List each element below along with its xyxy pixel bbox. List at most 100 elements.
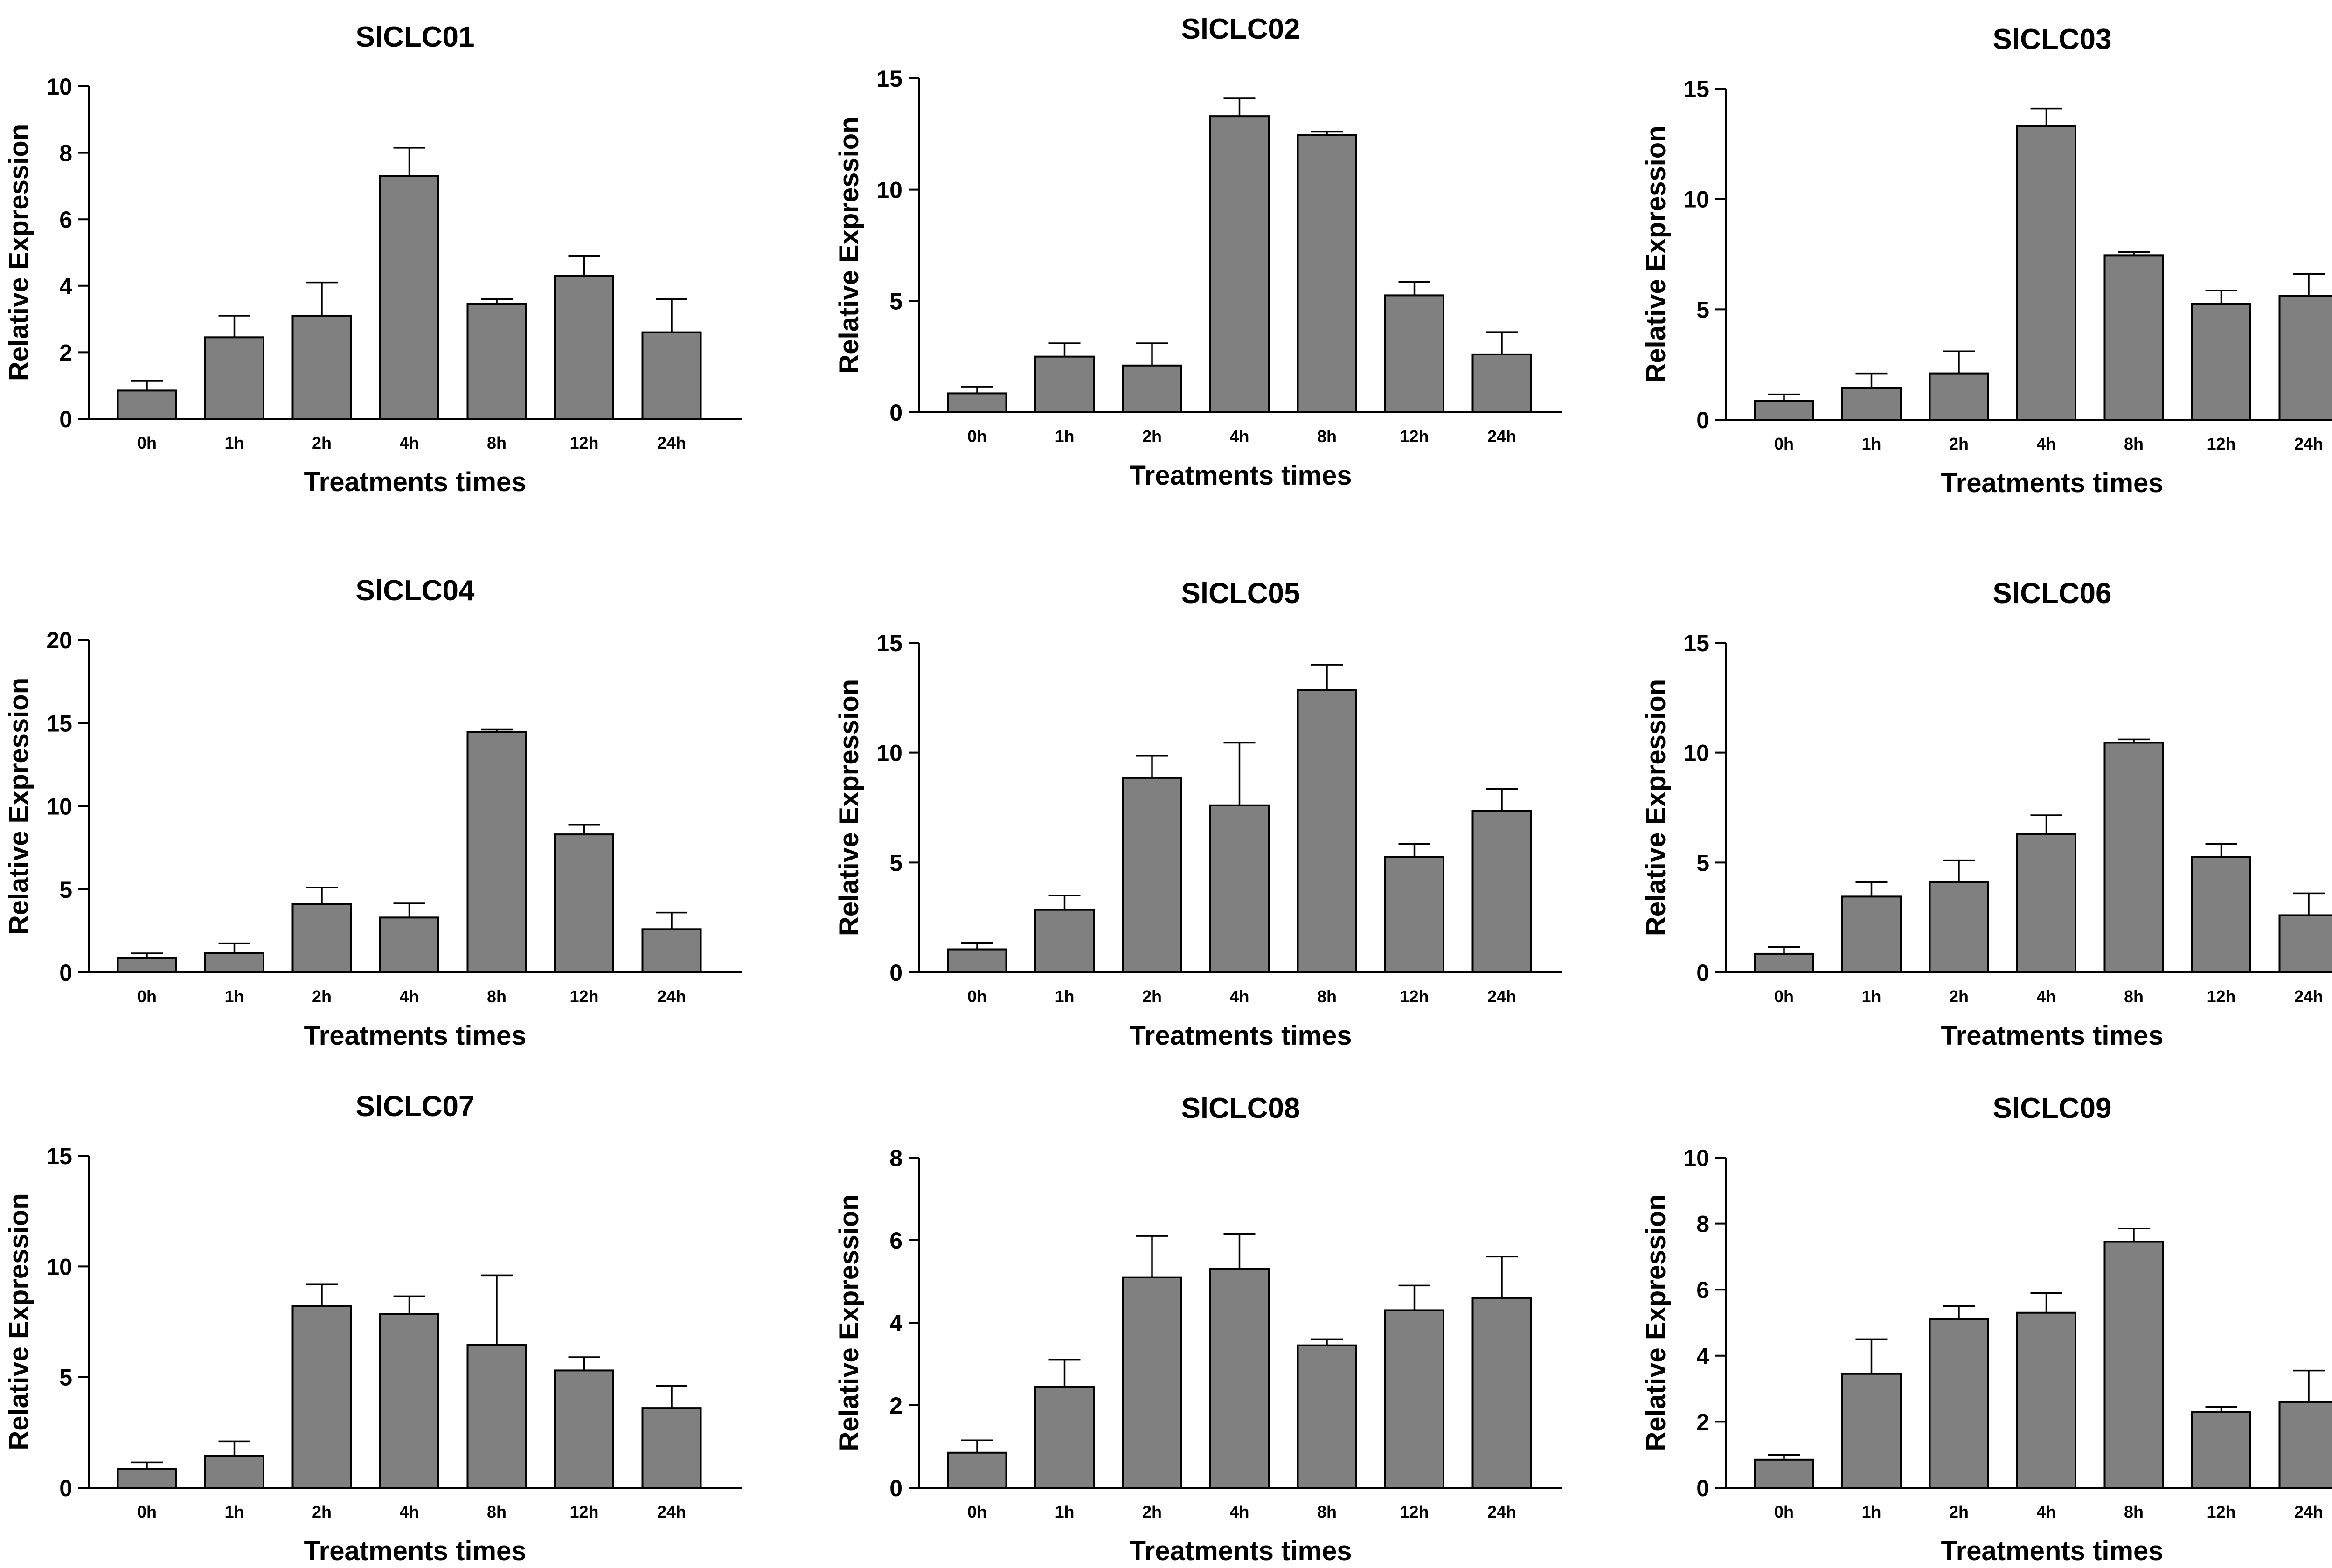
bar xyxy=(947,1451,1007,1489)
bar xyxy=(2103,742,2164,973)
y-tick-label: 15 xyxy=(876,630,902,656)
x-tick-label: 0h xyxy=(137,987,157,1006)
x-tick-label: 1h xyxy=(224,1502,244,1521)
y-tick-label: 5 xyxy=(889,850,902,876)
y-tick-label: 5 xyxy=(59,1365,72,1391)
x-tick-label: 2h xyxy=(1142,1502,1162,1521)
x-axis-label: Treatments times xyxy=(1129,1020,1352,1051)
x-tick-label: 1h xyxy=(1055,987,1074,1006)
bar xyxy=(204,952,264,973)
bar xyxy=(1034,909,1095,974)
bar xyxy=(2016,125,2076,421)
x-tick-label: 2h xyxy=(312,1502,332,1521)
x-tick-label: 2h xyxy=(312,433,332,452)
bar xyxy=(641,928,702,974)
x-tick-label: 2h xyxy=(1142,987,1162,1006)
x-tick-label: 8h xyxy=(2124,987,2144,1006)
bar xyxy=(1297,1344,1357,1489)
bar xyxy=(2103,1241,2164,1489)
x-tick-label: 0h xyxy=(967,1502,987,1521)
x-tick-label: 4h xyxy=(2036,434,2056,453)
y-tick-label: 15 xyxy=(1683,630,1709,656)
bar xyxy=(1209,804,1270,973)
bar xyxy=(2016,833,2076,974)
y-tick-label: 10 xyxy=(876,177,902,203)
x-tick-label: 0h xyxy=(967,987,987,1006)
bar xyxy=(554,275,614,420)
x-axis-label: Treatments times xyxy=(304,467,526,497)
y-tick-label: 5 xyxy=(1696,297,1709,323)
y-tick-label: 15 xyxy=(1683,76,1709,102)
bar xyxy=(1471,1297,1532,1489)
y-tick-label: 20 xyxy=(46,627,72,653)
bar xyxy=(1841,387,1902,421)
y-tick-label: 10 xyxy=(1683,1145,1709,1171)
y-tick-label: 10 xyxy=(46,74,72,100)
x-axis-label: Treatments times xyxy=(1941,468,2163,498)
x-tick-label: 4h xyxy=(1229,1502,1249,1521)
bar xyxy=(466,731,527,974)
y-axis-label: Relative Expression xyxy=(834,1194,864,1451)
y-tick-label: 8 xyxy=(1696,1211,1709,1237)
bar xyxy=(1034,355,1095,414)
x-tick-label: 1h xyxy=(1861,1502,1881,1521)
x-axis-label: Treatments times xyxy=(304,1536,526,1566)
chart-title: SlCLC08 xyxy=(1181,1092,1300,1124)
chart-panel-6: SlCLC06 Treatments times Relative Expressi… xyxy=(1641,577,2332,1051)
x-tick-label: 8h xyxy=(2124,1502,2144,1521)
x-tick-label: 12h xyxy=(569,1502,598,1521)
y-tick-label: 4 xyxy=(59,273,72,299)
bar xyxy=(1384,294,1444,414)
y-axis-label: Relative Expression xyxy=(4,1193,34,1450)
x-tick-label: 1h xyxy=(1861,987,1881,1006)
chart-panel-3: SlCLC03 Treatments times Relative Expressi… xyxy=(1641,23,2332,498)
x-tick-label: 24h xyxy=(1487,1502,1516,1521)
bar xyxy=(1209,1268,1270,1489)
chart-title: SlCLC05 xyxy=(1181,577,1300,610)
y-tick-label: 0 xyxy=(889,400,902,426)
x-tick-label: 0h xyxy=(967,427,987,446)
bar xyxy=(1929,372,1989,421)
x-axis-label: Treatments times xyxy=(304,1020,526,1051)
bar xyxy=(1841,895,1902,974)
x-tick-label: 24h xyxy=(2294,987,2323,1006)
bar xyxy=(554,1369,614,1489)
y-tick-label: 4 xyxy=(889,1310,902,1336)
bar xyxy=(1122,777,1182,973)
bar xyxy=(1929,881,1989,973)
bar xyxy=(2191,856,2251,974)
x-tick-label: 8h xyxy=(1317,427,1337,446)
chart-title: SlCLC02 xyxy=(1181,13,1300,45)
x-tick-label: 12h xyxy=(1400,1502,1429,1521)
y-tick-label: 5 xyxy=(59,877,72,903)
bar xyxy=(292,903,352,973)
x-tick-label: 8h xyxy=(487,987,507,1006)
chart-panel-9: SlCLC09 Treatments times Relative Expressi… xyxy=(1641,1092,2332,1566)
y-tick-label: 6 xyxy=(889,1228,902,1254)
x-tick-label: 1h xyxy=(224,987,244,1006)
bar xyxy=(117,389,177,420)
x-tick-label: 1h xyxy=(1861,434,1881,453)
bar xyxy=(204,1455,264,1489)
x-tick-label: 8h xyxy=(487,1502,507,1521)
bar xyxy=(1297,689,1357,973)
y-tick-label: 0 xyxy=(59,406,72,432)
chart-title: SlCLC07 xyxy=(356,1090,475,1123)
y-tick-label: 10 xyxy=(46,794,72,820)
x-tick-label: 0h xyxy=(1774,434,1794,453)
bar xyxy=(379,175,439,420)
y-tick-label: 2 xyxy=(889,1393,902,1419)
x-tick-label: 8h xyxy=(1317,1502,1337,1521)
x-axis-label: Treatments times xyxy=(1129,1536,1352,1566)
bar xyxy=(1754,1458,1814,1489)
bar xyxy=(947,392,1007,414)
bar xyxy=(292,1305,352,1489)
bar xyxy=(1471,810,1532,973)
y-tick-label: 15 xyxy=(46,1143,72,1169)
chart-title: SlCLC06 xyxy=(1993,577,2112,610)
x-tick-label: 4h xyxy=(399,433,419,452)
y-tick-label: 0 xyxy=(1696,407,1709,433)
bar xyxy=(2278,295,2332,421)
x-tick-label: 2h xyxy=(312,987,332,1006)
